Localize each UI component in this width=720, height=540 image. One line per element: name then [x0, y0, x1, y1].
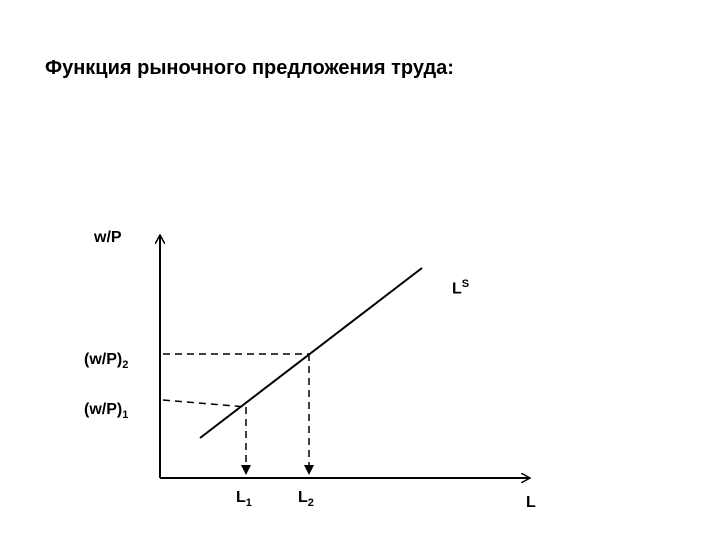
- guide-h-1: [162, 399, 247, 408]
- y-axis-label: w/P: [94, 229, 122, 246]
- wage-level-2-label: (w/P)2: [84, 351, 129, 372]
- x-axis-label: L: [526, 494, 536, 511]
- labor-supply-curve: [199, 267, 423, 439]
- supply-curve-label: LS: [452, 278, 470, 298]
- labor-quantity-2-label: L2: [298, 489, 314, 510]
- wage-level-1-label: (w/P)1: [84, 401, 129, 422]
- labor-quantity-1-label: L1: [236, 489, 252, 510]
- slide-title: Функция рыночного предложения труда:: [45, 57, 454, 79]
